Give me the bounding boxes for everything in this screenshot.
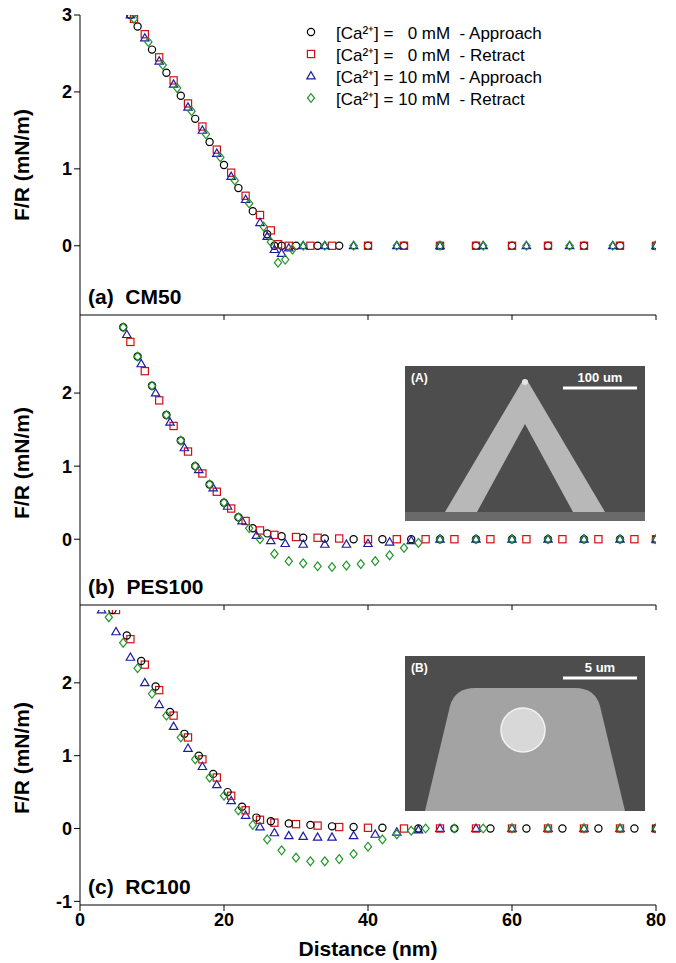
svg-text:0: 0 (62, 530, 72, 550)
html-text:[Ca²⁺] = 0 mM - Approach: [Ca²⁺] = 0 mM - Approach (336, 23, 542, 43)
svg-text:60: 60 (502, 910, 522, 930)
svg-text:(A): (A) (411, 371, 428, 385)
html-text:[Ca²⁺] = 10 mM - Approach: [Ca²⁺] = 10 mM - Approach (336, 67, 542, 87)
html-text:[Ca²⁺] = 0 mM - Retract: [Ca²⁺] = 0 mM - Retract (336, 45, 525, 65)
html-text:F/R (mN/m): F/R (mN/m) (10, 406, 33, 519)
html-text:Distance (nm): Distance (nm) (298, 937, 438, 960)
html-text:F/R (mN/m): F/R (mN/m) (10, 701, 33, 814)
svg-text:2: 2 (62, 673, 72, 693)
svg-text:1: 1 (62, 746, 72, 766)
svg-text:20: 20 (214, 910, 234, 930)
html-text:(b) PES100: (b) PES100 (88, 575, 204, 598)
svg-text:2: 2 (62, 82, 72, 102)
html-text:(c) RC100: (c) RC100 (88, 875, 191, 898)
svg-text:1: 1 (62, 159, 72, 179)
svg-text:1: 1 (62, 457, 72, 477)
html-text:(a) CM50: (a) CM50 (88, 285, 182, 308)
svg-text:5 um: 5 um (585, 660, 615, 675)
svg-text:0: 0 (75, 910, 85, 930)
svg-text:3: 3 (62, 5, 72, 25)
svg-text:-1: -1 (56, 892, 72, 912)
svg-text:0: 0 (62, 236, 72, 256)
svg-text:80: 80 (646, 910, 666, 930)
svg-text:(B): (B) (411, 661, 428, 675)
html-text:[Ca²⁺] = 10 mM - Retract: [Ca²⁺] = 10 mM - Retract (336, 89, 525, 109)
svg-text:0: 0 (62, 819, 72, 839)
svg-text:40: 40 (358, 910, 378, 930)
html-text:F/R (mN/m): F/R (mN/m) (10, 109, 33, 221)
svg-text:2: 2 (62, 383, 72, 403)
svg-text:100 um: 100 um (578, 370, 623, 385)
